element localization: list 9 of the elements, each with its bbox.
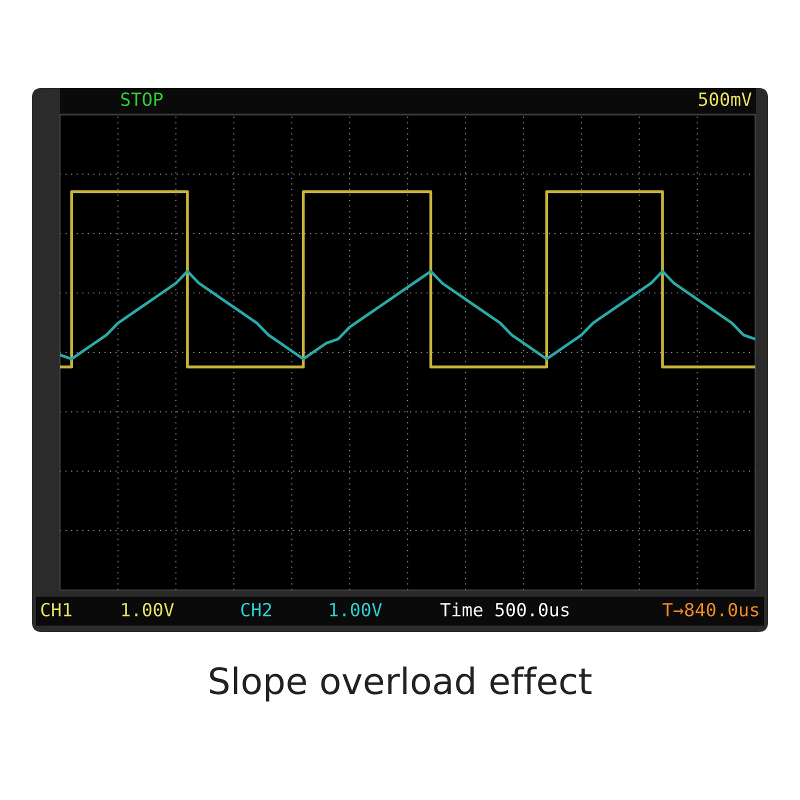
text: 1.00V	[122, 602, 174, 616]
text: STOP	[121, 92, 163, 106]
text: 1.00V	[330, 602, 382, 616]
text: CH1	[41, 602, 72, 616]
text: T→840.0us	[662, 602, 758, 616]
text: Slope overload effect	[210, 666, 592, 702]
text: 500mV	[698, 92, 752, 106]
text: Time 500.0us	[440, 602, 569, 616]
text: CH2	[241, 602, 272, 616]
